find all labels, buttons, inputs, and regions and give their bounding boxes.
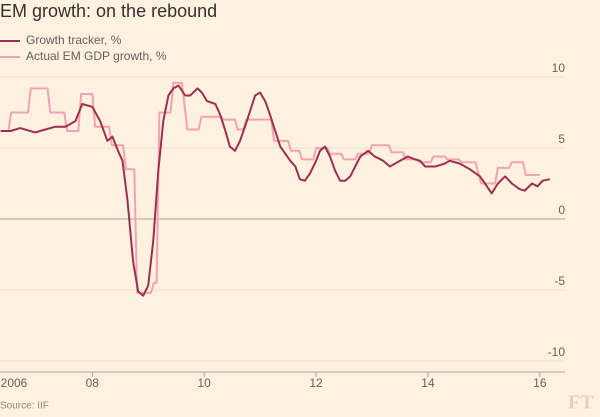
y-tick-label: 10 bbox=[552, 61, 566, 75]
source: Source: IIF bbox=[0, 401, 49, 412]
series-line bbox=[0, 84, 551, 297]
y-tick-label: 0 bbox=[558, 203, 565, 217]
y-tick-label: 5 bbox=[558, 132, 565, 146]
legend-label: Actual EM GDP growth, % bbox=[26, 49, 167, 63]
x-tick-label: 10 bbox=[198, 376, 212, 390]
x-tick-label: 12 bbox=[309, 376, 323, 390]
x-tick-label: 2006 bbox=[1, 376, 28, 390]
y-tick-label: -10 bbox=[548, 345, 566, 359]
series-line bbox=[0, 81, 540, 294]
x-tick-label: 16 bbox=[533, 376, 547, 390]
x-tick-label: 08 bbox=[86, 376, 100, 390]
legend-label: Growth tracker, % bbox=[26, 33, 122, 47]
y-tick-label: -5 bbox=[554, 274, 565, 288]
chart-title: EM growth: on the rebound bbox=[0, 1, 217, 21]
logo: FT bbox=[568, 392, 594, 414]
x-tick-label: 14 bbox=[421, 376, 435, 390]
